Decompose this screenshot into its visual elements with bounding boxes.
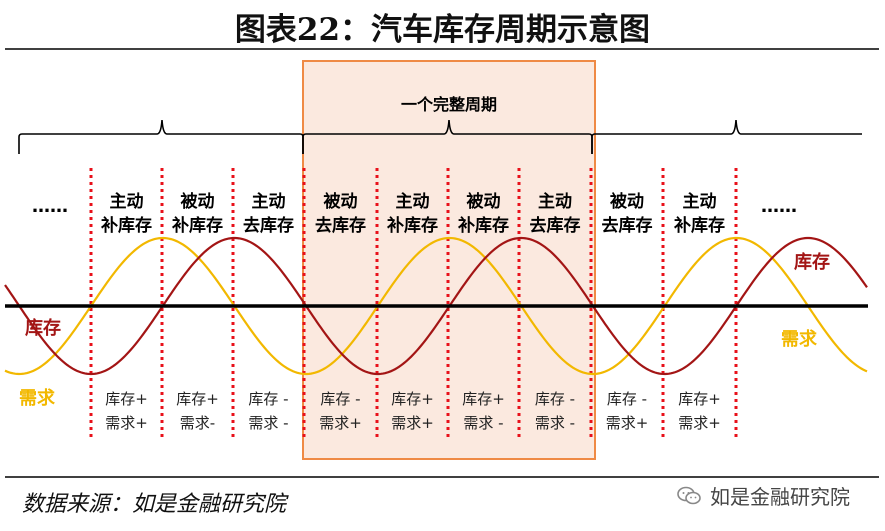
phase-label-line2: 补库存: [673, 215, 725, 236]
brace-right: [591, 119, 862, 154]
inventory-label-right: 库存: [794, 251, 830, 273]
phase-signs: 库存+ 需求+ 库存+ 需求- 库存 - 需求 - 库存 - 需求+ 库存+ 需求+ 库存+ 需求 -…: [105, 390, 721, 432]
phase-inventory-sign: 库存 -: [248, 390, 288, 408]
watermark-text: 如是金融研究院: [710, 487, 850, 509]
ellipsis-left: ……: [32, 196, 68, 217]
phase-label-line2: 去库存: [315, 215, 366, 236]
phase-label-line1: 被动: [181, 191, 215, 212]
phase-label-line1: 被动: [610, 191, 644, 212]
phase-label-line2: 去库存: [530, 215, 581, 236]
phase-demand-sign: 需求 -: [463, 414, 503, 432]
phase-demand-sign: 需求+: [678, 414, 721, 432]
source-note: 数据来源：如是金融研究院: [22, 492, 287, 517]
phase-inventory-sign: 库存+: [391, 390, 434, 408]
phase-demand-sign: 需求-: [180, 414, 215, 432]
cycle-curves: [4, 236, 868, 376]
phase-label-line2: 去库存: [243, 215, 294, 236]
phase-inventory-sign: 库存+: [105, 390, 148, 408]
demand-label-left: 需求: [19, 387, 56, 409]
phase-label-line1: 主动: [252, 191, 286, 212]
phase-demand-sign: 需求+: [319, 414, 362, 432]
brace-full-cycle: [302, 119, 593, 154]
page-title: 图表22：汽车库存周期示意图: [234, 12, 651, 48]
phase-inventory-sign: 库存 -: [320, 390, 360, 408]
phase-inventory-sign: 库存 -: [535, 390, 575, 408]
brace-left: [18, 119, 304, 154]
phase-label-line2: 补库存: [457, 215, 509, 236]
phase-demand-sign: 需求+: [606, 414, 649, 432]
phase-inventory-sign: 库存+: [176, 390, 219, 408]
phase-label-line1: 主动: [538, 191, 572, 212]
phase-inventory-sign: 库存+: [462, 390, 505, 408]
phase-label-line1: 主动: [396, 191, 430, 212]
inventory-curve: [4, 236, 868, 376]
phase-label-line2: 补库存: [100, 215, 152, 236]
demand-label-right: 需求: [781, 328, 818, 350]
phase-inventory-sign: 库存 -: [607, 390, 647, 408]
phase-demand-sign: 需求+: [105, 414, 148, 432]
phase-label-line2: 补库存: [171, 215, 223, 236]
phase-label-line2: 去库存: [602, 215, 653, 236]
phase-demand-sign: 需求 -: [535, 414, 575, 432]
phase-label-line1: 主动: [683, 191, 717, 212]
phase-label-line2: 补库存: [386, 215, 438, 236]
phase-demand-sign: 需求 -: [248, 414, 288, 432]
phase-demand-sign: 需求+: [391, 414, 434, 432]
watermark: 如是金融研究院: [676, 481, 850, 510]
phase-label-line1: 被动: [324, 191, 358, 212]
ellipsis-right: ……: [761, 196, 797, 217]
phase-label-line1: 主动: [110, 191, 144, 212]
phase-inventory-sign: 库存+: [678, 390, 721, 408]
inventory-label-left: 库存: [25, 317, 61, 339]
phase-label-line1: 被动: [467, 191, 501, 212]
full-cycle-label: 一个完整周期: [401, 95, 497, 114]
wechat-icon: [677, 486, 701, 504]
demand-curve: [4, 236, 868, 376]
